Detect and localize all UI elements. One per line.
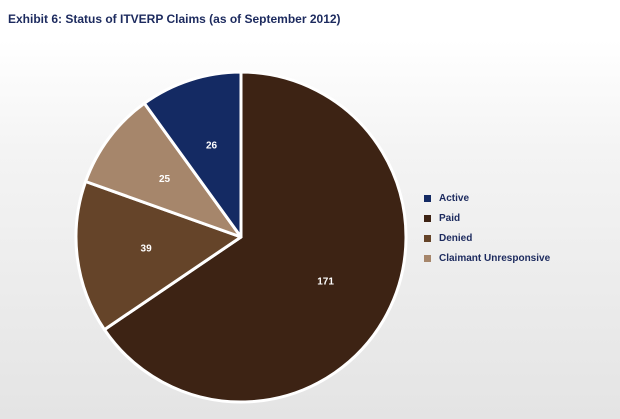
legend-item-paid: Paid	[424, 208, 550, 228]
slice-value-label-denied: 39	[141, 244, 153, 255]
legend-label-claimant-unresponsive: Claimant Unresponsive	[439, 252, 551, 264]
legend-label-active: Active	[439, 192, 470, 204]
legend-item-active: Active	[424, 188, 550, 208]
pie-slice-paid	[102, 70, 408, 404]
slice-value-label-paid: 171	[317, 276, 334, 287]
legend: Active Paid Denied Claimant Unresponsive	[424, 188, 550, 268]
slice-value-label-active: 26	[206, 141, 218, 152]
chart-title: Exhibit 6: Status of ITVERP Claims (as o…	[8, 12, 341, 26]
legend-swatch-denied	[424, 234, 431, 242]
pie-slice-denied	[74, 180, 243, 332]
legend-item-claimant-unresponsive: Claimant Unresponsive	[424, 248, 550, 268]
legend-label-paid: Paid	[439, 212, 461, 224]
slice-value-label-claimant-unresponsive: 25	[159, 174, 171, 185]
legend-swatch-paid	[424, 214, 431, 222]
legend-swatch-active	[424, 194, 431, 202]
legend-label-denied: Denied	[439, 232, 473, 244]
legend-swatch-claimant-unresponsive	[424, 254, 431, 262]
legend-item-denied: Denied	[424, 228, 550, 248]
pie-slice-active	[142, 70, 243, 239]
pie-slice-claimant-unresponsive	[84, 101, 243, 239]
